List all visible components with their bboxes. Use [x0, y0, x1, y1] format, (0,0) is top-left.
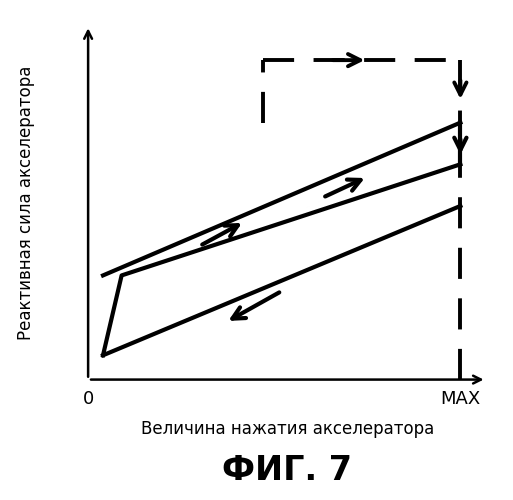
- Text: MAX: MAX: [440, 390, 481, 408]
- Text: Реактивная сила акселератора: Реактивная сила акселератора: [17, 66, 35, 340]
- Text: ФИГ. 7: ФИГ. 7: [222, 454, 352, 487]
- Text: Величина нажатия акселератора: Величина нажатия акселератора: [141, 420, 434, 438]
- Text: 0: 0: [83, 390, 94, 408]
